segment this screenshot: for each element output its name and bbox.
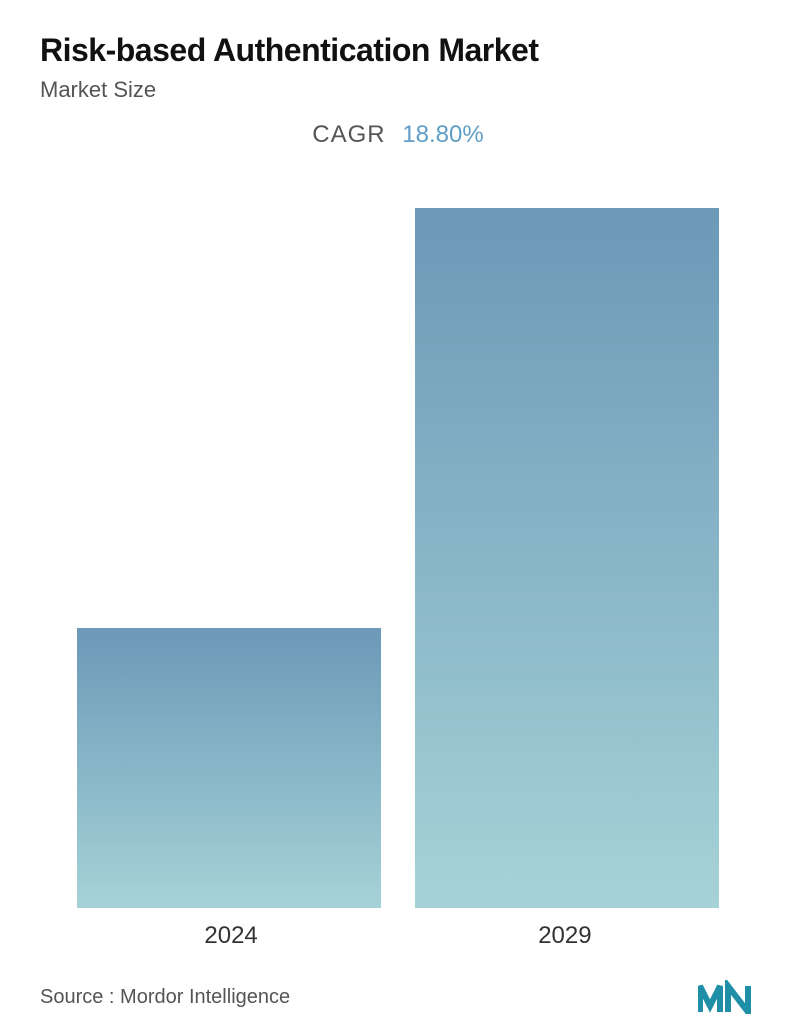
footer-row: Source : Mordor Intelligence: [40, 968, 756, 1014]
bars-container: [40, 165, 756, 908]
source-text: Source : Mordor Intelligence: [40, 986, 290, 1009]
bar-col-1: [415, 208, 719, 908]
chart-plot-area: 2024 2029: [40, 165, 756, 968]
cagr-row: CAGR 18.80%: [40, 121, 756, 149]
bar-label-0: 2024: [70, 922, 392, 950]
chart-card: Risk-based Authentication Market Market …: [0, 0, 796, 1034]
bar-col-0: [77, 628, 381, 908]
brand-logo-icon: [698, 980, 756, 1014]
chart-title: Risk-based Authentication Market: [40, 32, 756, 69]
bar-label-1: 2029: [404, 922, 726, 950]
bar-0: [77, 628, 381, 908]
bar-1: [415, 208, 719, 908]
cagr-value: 18.80%: [402, 121, 483, 148]
chart-subtitle: Market Size: [40, 77, 756, 103]
cagr-label: CAGR: [312, 121, 385, 148]
